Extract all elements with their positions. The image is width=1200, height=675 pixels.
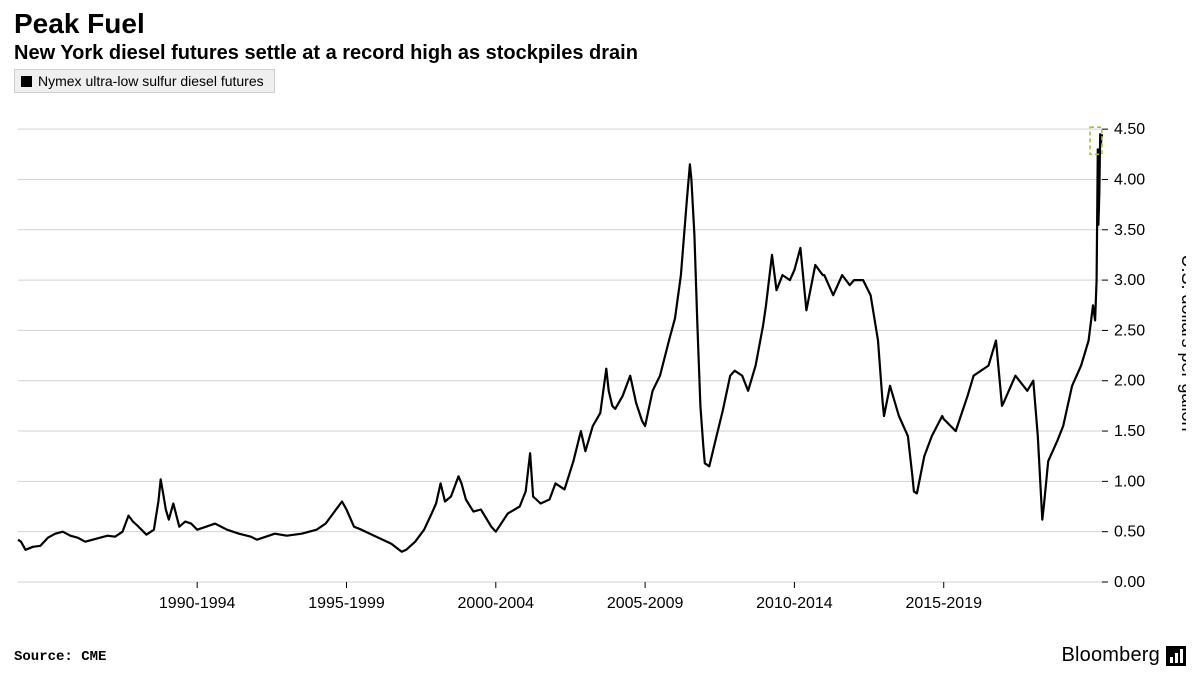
svg-text:2010-2014: 2010-2014	[756, 595, 833, 612]
chart-area: 0.00 0.50 1.00 1.50 2.00 2.50 3.00 3.50 4.00 4.50…	[14, 104, 1186, 634]
svg-text:4.00: 4.00	[1114, 171, 1145, 188]
svg-text:U.S. dollars per gallon: U.S. dollars per gallon	[1178, 254, 1186, 431]
svg-text:0.50: 0.50	[1114, 524, 1145, 541]
legend: Nymex ultra-low sulfur diesel futures	[14, 69, 275, 93]
svg-text:0.00: 0.00	[1114, 574, 1145, 591]
brand: Bloomberg	[1061, 644, 1186, 667]
svg-text:1.00: 1.00	[1114, 473, 1145, 490]
legend-label: Nymex ultra-low sulfur diesel futures	[38, 73, 264, 89]
svg-text:1995-1999: 1995-1999	[308, 595, 385, 612]
brand-label: Bloomberg	[1061, 644, 1160, 667]
svg-text:3.00: 3.00	[1114, 272, 1145, 289]
svg-text:4.50: 4.50	[1114, 121, 1145, 138]
svg-text:3.50: 3.50	[1114, 222, 1145, 239]
svg-text:2.00: 2.00	[1114, 373, 1145, 390]
line-chart: 0.00 0.50 1.00 1.50 2.00 2.50 3.00 3.50 4.00 4.50…	[14, 104, 1186, 634]
svg-text:2.50: 2.50	[1114, 322, 1145, 339]
svg-text:2000-2004: 2000-2004	[458, 595, 535, 612]
chart-subtitle: New York diesel futures settle at a reco…	[0, 40, 1200, 69]
legend-swatch	[21, 76, 32, 87]
svg-text:1.50: 1.50	[1114, 423, 1145, 440]
svg-text:2005-2009: 2005-2009	[607, 595, 684, 612]
brand-logo	[1166, 646, 1186, 666]
source-label: Source: CME	[14, 649, 106, 665]
chart-title: Peak Fuel	[0, 0, 1200, 40]
svg-text:2015-2019: 2015-2019	[905, 595, 982, 612]
svg-text:1990-1994: 1990-1994	[159, 595, 236, 612]
